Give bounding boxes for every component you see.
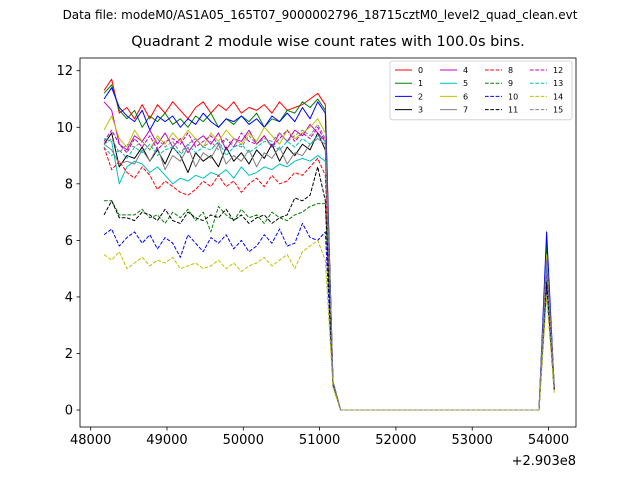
legend-label-13: 13 — [553, 79, 563, 88]
legend-label-14: 14 — [553, 92, 563, 101]
legend-label-2: 2 — [418, 92, 423, 101]
figure-suptitle: Data file: modeM0/AS1A05_165T07_90000027… — [62, 8, 578, 22]
legend-label-0: 0 — [418, 66, 423, 75]
legend-label-8: 8 — [508, 66, 513, 75]
y-tick-label: 4 — [65, 290, 73, 305]
x-tick-label: 49000 — [146, 433, 187, 448]
series-line-14 — [103, 239, 555, 411]
legend-label-10: 10 — [508, 92, 518, 101]
x-tick-label: 48000 — [70, 433, 111, 448]
legend-label-12: 12 — [553, 66, 563, 75]
series-lines — [103, 78, 555, 411]
legend-label-7: 7 — [463, 106, 468, 115]
series-line-15 — [103, 123, 555, 411]
x-tick-label: 51000 — [299, 433, 340, 448]
axes-frame — [79, 57, 577, 428]
legend-label-5: 5 — [463, 79, 468, 88]
x-tick-label: 54000 — [528, 433, 569, 448]
x-tick-label: 52000 — [375, 433, 416, 448]
y-tick-label: 10 — [56, 121, 73, 136]
legend-label-3: 3 — [418, 106, 423, 115]
legend-label-15: 15 — [553, 106, 563, 115]
legend-label-6: 6 — [463, 92, 468, 101]
y-tick-label: 0 — [65, 404, 73, 419]
y-tick-label: 8 — [65, 177, 73, 192]
y-tick-label: 12 — [56, 64, 73, 79]
y-tick-label: 2 — [65, 347, 73, 362]
legend-label-11: 11 — [508, 106, 518, 115]
x-offset-label: +2.903e8 — [512, 454, 576, 469]
chart-title: Quadrant 2 module wise count rates with … — [131, 34, 525, 50]
x-tick-label: 50000 — [223, 433, 264, 448]
y-tick-label: 6 — [65, 234, 73, 249]
legend-label-4: 4 — [463, 66, 468, 75]
series-line-8 — [103, 146, 555, 411]
legend-label-1: 1 — [418, 79, 423, 88]
axes: 48000 49000 50000 51000 52000 53000 54000+2.90… — [56, 57, 577, 469]
legend-box — [389, 60, 573, 121]
x-tick-label: 53000 — [452, 433, 493, 448]
legend-label-9: 9 — [508, 79, 513, 88]
